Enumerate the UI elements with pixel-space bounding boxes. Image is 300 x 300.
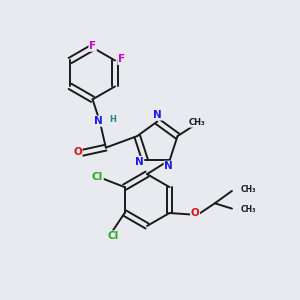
Text: N: N (153, 110, 162, 120)
Text: CH₃: CH₃ (241, 185, 256, 194)
Text: O: O (73, 147, 82, 157)
Text: N: N (94, 116, 103, 126)
Text: O: O (191, 208, 200, 218)
Text: CH₃: CH₃ (241, 205, 256, 214)
Text: CH₃: CH₃ (189, 118, 206, 127)
Text: F: F (118, 54, 125, 64)
Text: N: N (164, 161, 173, 171)
Text: N: N (135, 157, 143, 166)
Text: Cl: Cl (92, 172, 103, 182)
Text: H: H (110, 115, 116, 124)
Text: F: F (89, 41, 96, 51)
Text: Cl: Cl (107, 231, 118, 241)
